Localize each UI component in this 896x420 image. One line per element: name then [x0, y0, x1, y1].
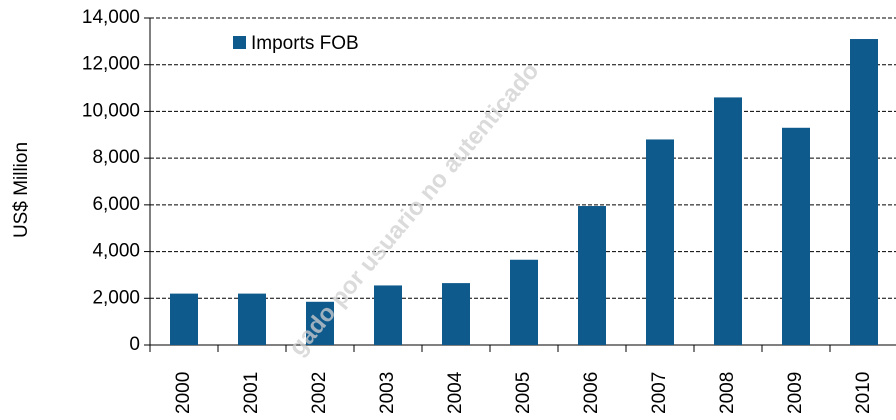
x-tick-label: 2009: [785, 372, 806, 414]
bar: [238, 293, 266, 345]
bar: [578, 206, 606, 345]
y-tick-label: 14,000: [82, 7, 140, 28]
x-tick-label: 2004: [445, 371, 466, 414]
bar: [442, 283, 470, 345]
y-tick-label: 8,000: [92, 147, 140, 168]
bar: [646, 139, 674, 345]
bar: [782, 127, 810, 346]
legend-label: Imports FOB: [251, 33, 359, 54]
bar: [850, 39, 878, 346]
x-tick-label: 2007: [649, 372, 670, 414]
watermark: gado por usuario no autenticado: [284, 58, 545, 361]
y-tick-label: 0: [129, 334, 140, 355]
bar: [714, 97, 742, 346]
bar: [306, 301, 334, 345]
x-tick-label: 2008: [717, 372, 738, 414]
x-tick-label: 2001: [241, 372, 262, 414]
x-tick-label: 2005: [513, 372, 534, 414]
legend-swatch: [233, 36, 246, 49]
y-tick-label: 6,000: [92, 194, 140, 215]
x-tick-label: 2002: [309, 372, 330, 414]
y-tick-label: 4,000: [92, 241, 140, 262]
y-tick-label: 10,000: [82, 100, 140, 121]
x-tick-label: 2000: [173, 372, 194, 414]
x-tick-label: 2010: [853, 372, 874, 414]
bar: [374, 285, 402, 345]
bar: [510, 259, 538, 345]
bar: [170, 293, 198, 345]
y-axis-label: US$ Million: [11, 142, 32, 238]
x-tick-label: 2006: [581, 372, 602, 414]
x-tick-label: 2003: [377, 372, 398, 414]
y-tick-label: 2,000: [92, 287, 140, 308]
y-tick-label: 12,000: [82, 54, 140, 75]
